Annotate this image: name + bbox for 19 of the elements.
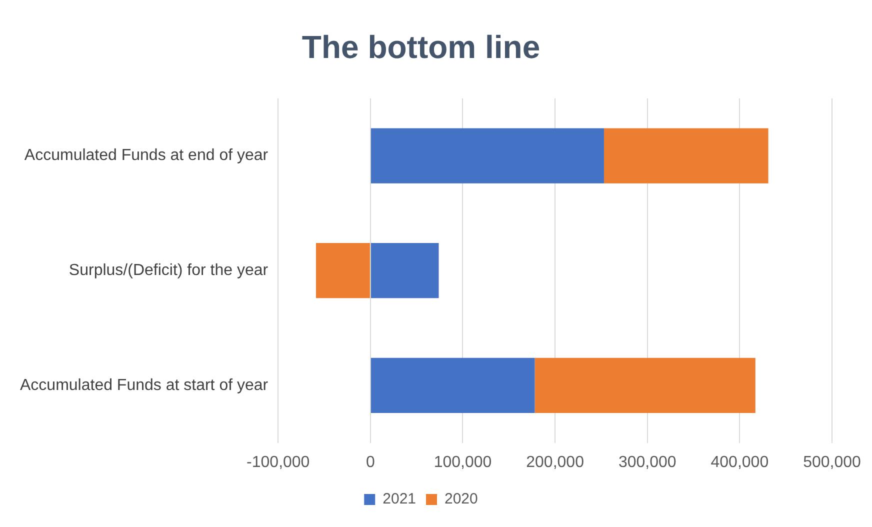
legend-label: 2021 <box>382 490 416 508</box>
x-tick-label: 100,000 <box>434 454 492 471</box>
bar <box>316 243 370 298</box>
x-tick-label: 500,000 <box>803 454 862 471</box>
bar <box>370 243 439 298</box>
y-tick-label: Accumulated Funds at end of year <box>24 147 269 164</box>
chart-title: The bottom line <box>302 29 540 66</box>
x-tick-label: 0 <box>366 454 375 471</box>
x-tick-label: 300,000 <box>618 454 676 471</box>
x-tick-label: 400,000 <box>710 454 769 471</box>
y-tick-label: Surplus/(Deficit) for the year <box>68 262 269 280</box>
x-tick-label: 200,000 <box>526 454 584 471</box>
bar <box>370 128 604 184</box>
y-tick-label: Accumulated Funds at start of year <box>20 376 269 394</box>
bar <box>604 128 768 184</box>
legend-label: 2020 <box>444 490 478 508</box>
bar <box>534 358 756 413</box>
x-tick-label: -100,000 <box>246 454 310 471</box>
bar <box>370 358 535 413</box>
